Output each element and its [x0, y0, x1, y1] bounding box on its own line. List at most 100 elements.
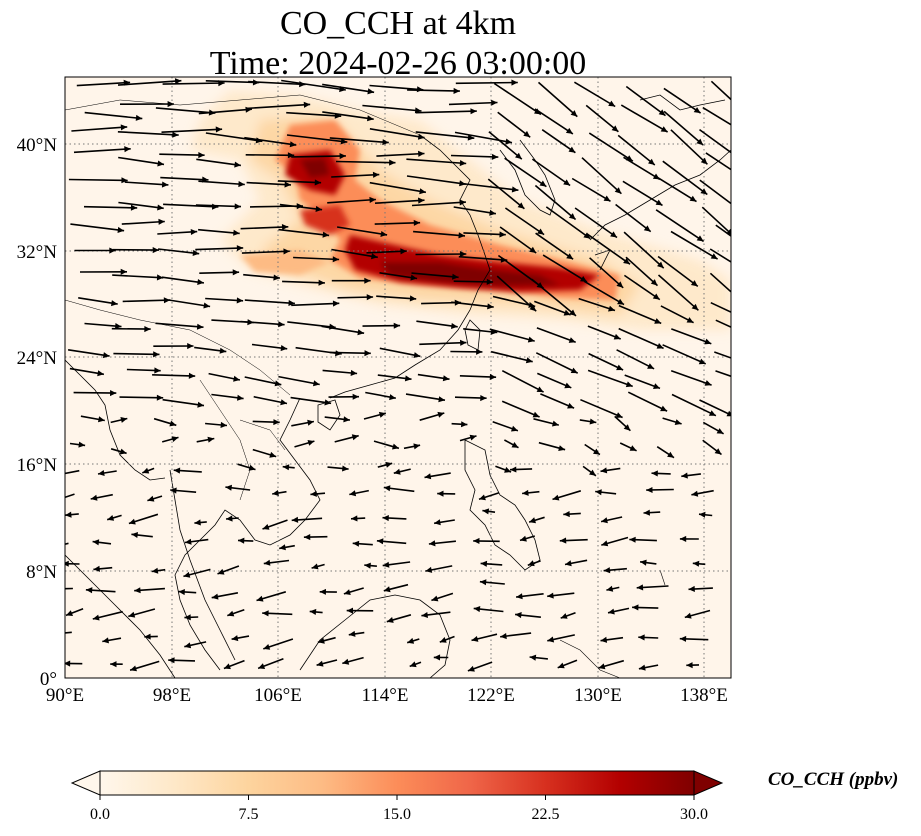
wind-vector-head	[343, 416, 350, 423]
wind-vector	[671, 328, 712, 345]
wind-vector-head	[566, 253, 574, 260]
wind-vector	[615, 203, 652, 233]
wind-vector	[705, 152, 731, 171]
wind-vector-head	[163, 297, 171, 304]
wind-vector-head	[646, 487, 653, 493]
wind-vector	[581, 157, 622, 195]
wind-vector	[158, 248, 200, 255]
wind-vector-head	[491, 153, 499, 160]
wind-vector-head	[557, 662, 565, 669]
wind-vector	[715, 224, 731, 237]
wind-vector-head	[161, 181, 169, 188]
wind-vector	[662, 160, 708, 196]
wind-vector-head	[119, 448, 127, 455]
wind-vector-head	[310, 490, 317, 497]
wind-vector-head	[215, 126, 223, 133]
wind-vector-head	[350, 369, 358, 376]
wind-vector	[454, 131, 513, 144]
wind-vector-head	[570, 110, 578, 117]
wind-vector	[290, 396, 332, 405]
wind-vector-head	[736, 172, 743, 178]
wind-vector	[198, 108, 252, 115]
wind-vector-head	[183, 571, 191, 578]
wind-vector	[327, 198, 376, 204]
wind-vector-head	[289, 141, 297, 148]
wind-vector	[657, 176, 697, 203]
wind-vector	[121, 220, 165, 225]
wind-vector	[163, 203, 219, 208]
wind-vector	[413, 230, 466, 237]
wind-vector-head	[184, 614, 191, 621]
wind-vector-head	[442, 375, 450, 382]
wind-vector-head	[400, 248, 407, 255]
wind-vector	[113, 352, 160, 356]
wind-vector	[369, 181, 427, 194]
wind-vector	[282, 280, 325, 284]
wind-vector-head	[366, 294, 374, 301]
wind-vector-head	[227, 610, 235, 617]
wind-vector-head	[128, 611, 136, 618]
wind-vector-head	[625, 381, 633, 388]
plot-frame	[64, 76, 732, 679]
wind-vector	[534, 108, 574, 135]
wind-vector-head	[120, 417, 128, 423]
plot-area	[42, 76, 754, 679]
wind-vector-head	[85, 587, 93, 594]
wind-vector	[662, 344, 707, 365]
wind-vector-head	[598, 663, 606, 670]
wind-vector-head	[739, 299, 746, 305]
colorbar-tick-label: 0.0	[90, 806, 110, 823]
wind-vector	[291, 302, 340, 307]
wind-vector-head	[389, 159, 396, 166]
wind-vector	[329, 137, 389, 144]
wind-vector-head	[667, 451, 674, 458]
wind-vector-head	[437, 490, 444, 497]
wind-vector-head	[269, 451, 277, 458]
wind-vector	[501, 400, 540, 418]
wind-vector-head	[281, 224, 289, 231]
wind-vector-head	[236, 297, 244, 304]
wind-vector-head	[505, 138, 512, 145]
wind-vector-head	[565, 127, 573, 134]
wind-vector-head	[603, 195, 611, 202]
wind-vector	[65, 469, 80, 475]
wind-vector-head	[217, 568, 225, 575]
wind-vector-head	[231, 635, 239, 642]
colorbar-tick-label: 15.0	[383, 806, 411, 823]
wind-vector	[616, 349, 655, 370]
wind-vector	[588, 352, 624, 371]
wind-vector-head	[287, 152, 295, 159]
wind-vector	[117, 79, 182, 86]
wind-vector-head	[461, 421, 468, 428]
wind-vector-head	[157, 204, 164, 211]
wind-vector-head	[97, 370, 104, 377]
wind-vector	[376, 152, 425, 157]
wind-vector	[277, 180, 322, 184]
lat-tick-label: 24°N	[17, 348, 58, 369]
wind-vector-head	[273, 274, 280, 281]
indochina-coastline	[174, 397, 321, 671]
lat-tick-label: 32°N	[17, 242, 58, 263]
wind-vector	[73, 148, 131, 154]
wind-vector	[587, 369, 633, 388]
wind-vector-head	[102, 637, 109, 644]
wind-vector	[583, 280, 625, 306]
wind-vector-head	[318, 279, 325, 286]
wind-vector	[278, 228, 330, 237]
wind-vector-head	[364, 277, 371, 284]
wind-vector-head	[747, 114, 754, 121]
wind-vector	[406, 175, 466, 185]
wind-vector-head	[263, 644, 271, 650]
wind-vector	[537, 81, 578, 118]
wind-vector-head	[692, 560, 700, 567]
wind-vector-head	[42, 586, 48, 592]
wind-vector-head	[726, 410, 731, 417]
wind-vector-head	[656, 343, 664, 349]
wind-vector-head	[232, 269, 240, 276]
lon-tick-labels: 90°E 98°E 106°E 114°E 122°E 130°E 138°E	[46, 685, 728, 706]
wind-vector-head	[650, 279, 658, 286]
wind-vector-head	[434, 519, 441, 526]
wind-vector-head	[523, 130, 531, 138]
wind-vector-head	[527, 336, 535, 343]
wind-vector-head	[187, 343, 194, 350]
